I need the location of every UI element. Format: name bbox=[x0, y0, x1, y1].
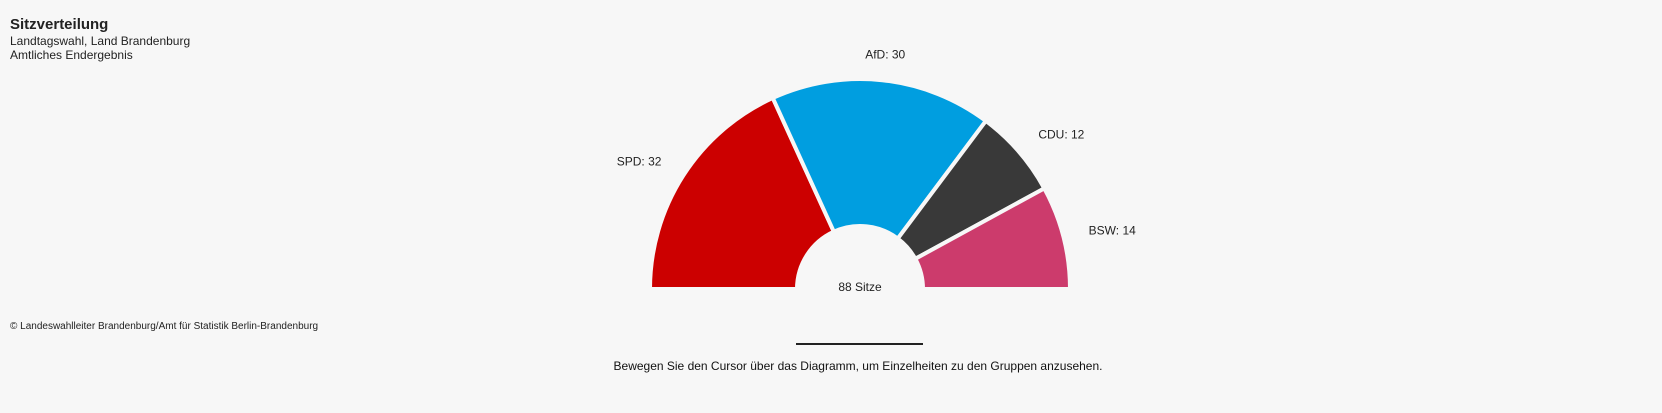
chart-header: Sitzverteilung Landtagswahl, Land Brande… bbox=[10, 16, 190, 62]
slice-label-spd: SPD: 32 bbox=[617, 154, 662, 168]
seat-distribution-chart[interactable]: SPD: 32 AfD: 30 CDU: 12 BSW: 14 88 Sitze bbox=[0, 0, 1662, 330]
hover-hint: Bewegen Sie den Cursor über das Diagramm… bbox=[613, 359, 1103, 373]
slice-label-cdu: CDU: 12 bbox=[1038, 127, 1084, 141]
slice-label-afd: AfD: 30 bbox=[865, 47, 905, 61]
slice-bsw[interactable] bbox=[913, 186, 1072, 291]
center-label: 88 Sitze bbox=[838, 280, 882, 294]
source-credit: © Landeswahlleiter Brandenburg/Amt für S… bbox=[10, 321, 319, 332]
chart-subtitle-1: Landtagswahl, Land Brandenburg bbox=[10, 34, 191, 48]
chart-title: Sitzverteilung bbox=[10, 16, 109, 33]
slice-spd[interactable] bbox=[648, 95, 836, 291]
chart-subtitle-2: Amtliches Endergebnis bbox=[10, 48, 133, 62]
divider bbox=[796, 343, 923, 345]
slice-label-bsw: BSW: 14 bbox=[1089, 224, 1136, 238]
slice-afd[interactable] bbox=[770, 77, 988, 241]
